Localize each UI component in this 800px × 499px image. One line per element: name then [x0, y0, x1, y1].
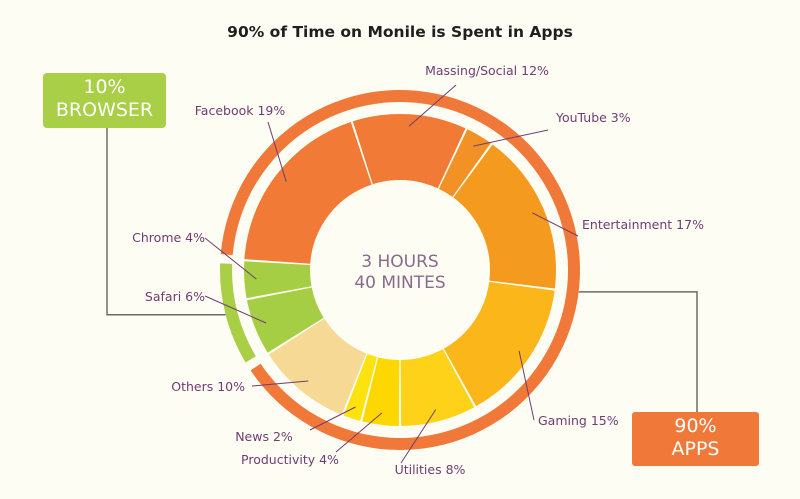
slice-others [268, 318, 367, 415]
slice-gaming [443, 281, 555, 407]
leader-news [309, 406, 356, 431]
apps-group-name: APPS [671, 438, 720, 460]
label-utilities: Utilities 8% [395, 462, 466, 477]
connector-browser [106, 128, 226, 316]
slice-facebook [244, 121, 372, 264]
label-entertainment: Entertainment 17% [582, 217, 704, 232]
label-gaming: Gaming 15% [538, 413, 619, 428]
browser-group-percent: 10% [83, 76, 126, 98]
apps-group-percent: 90% [674, 415, 717, 437]
slice-utilities [400, 349, 475, 426]
slice-news [343, 353, 378, 421]
leader-entertainment [531, 212, 579, 237]
center-label-minutes: 40 MINTES [354, 273, 445, 293]
leader-gaming [518, 350, 535, 421]
leader-others [251, 380, 309, 387]
leader-safari [204, 295, 267, 324]
leader-massing-social [408, 84, 457, 127]
leader-utilities [400, 409, 437, 464]
label-safari: Safari 6% [145, 289, 205, 304]
slice-productivity [362, 357, 400, 426]
slice-chrome [243, 261, 312, 299]
label-facebook: Facebook 19% [195, 103, 286, 118]
outer-ring [219, 89, 580, 450]
slice-labels: Massing/Social 12% YouTube 3% Entertainmen… [132, 63, 704, 477]
leader-facebook [267, 121, 287, 182]
browser-group-name: BROWSER [55, 99, 154, 121]
apps-group-badge: 90% APPS [632, 412, 759, 466]
leader-productivity [335, 412, 383, 453]
label-others: Others 10% [171, 379, 245, 394]
label-news: News 2% [235, 429, 293, 444]
slice-youtube [438, 129, 491, 197]
connector-apps [578, 291, 698, 412]
slice-safari [246, 287, 324, 353]
leader-lines [204, 84, 579, 464]
group-connectors [106, 128, 698, 412]
slice-entertainment [453, 144, 556, 289]
browser-group-badge: 10% BROWSER [43, 73, 166, 128]
ring-browser [219, 263, 256, 363]
leader-chrome [204, 237, 257, 280]
donut-slices [243, 114, 556, 426]
label-youtube: YouTube 3% [555, 110, 631, 125]
label-productivity: Productivity 4% [241, 452, 339, 467]
slice-massing-social [352, 114, 466, 189]
leader-youtube [473, 129, 549, 147]
chart-title: 90% of Time on Monile is Spent in Apps [227, 23, 573, 41]
center-label-hours: 3 HOURS [361, 252, 438, 272]
label-chrome: Chrome 4% [132, 230, 205, 245]
label-massing-social: Massing/Social 12% [425, 63, 549, 78]
